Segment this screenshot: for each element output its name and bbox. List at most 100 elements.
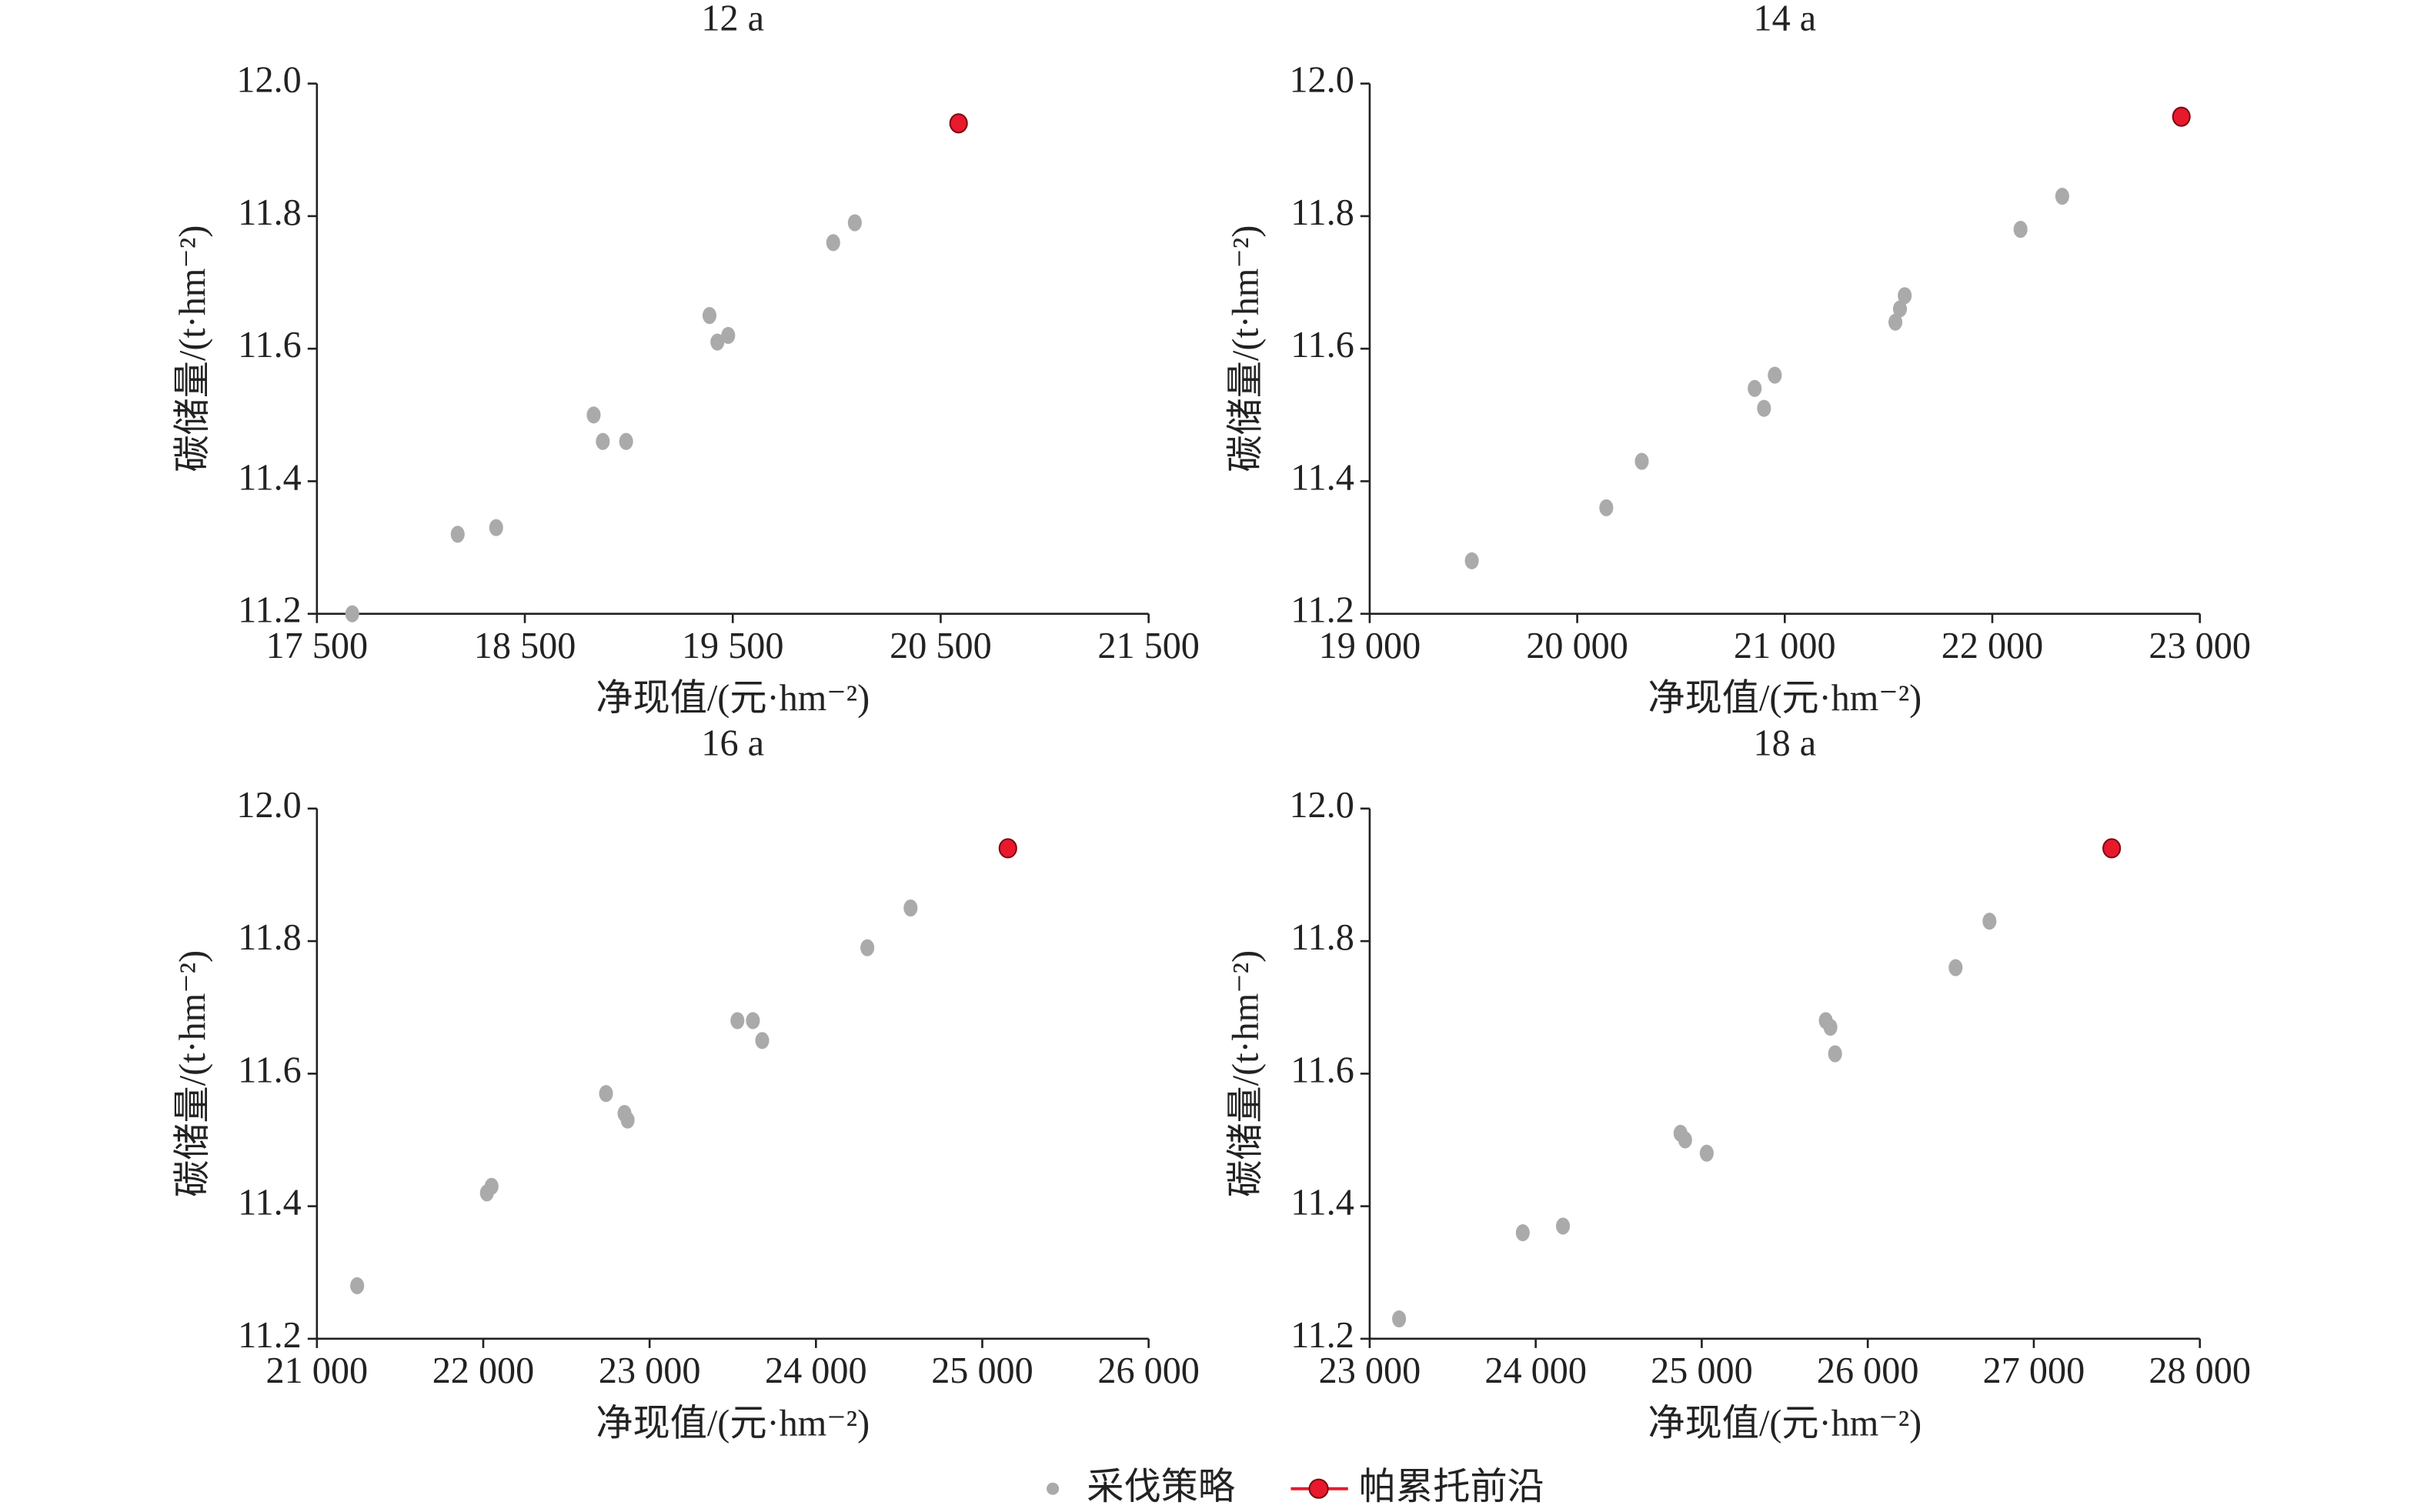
strategy-point [860, 939, 875, 956]
strategy-point [1678, 1131, 1692, 1149]
x-tick-label: 23 000 [1319, 1350, 1421, 1391]
x-axis-label: 净现值/(元·hm⁻²) [1648, 678, 1922, 719]
x-tick-label: 27 000 [1983, 1350, 2085, 1391]
strategy-point [1599, 499, 1614, 516]
strategy-point [1757, 399, 1771, 417]
x-tick-label: 25 000 [1651, 1350, 1753, 1391]
strategy-point [1556, 1217, 1571, 1235]
strategy-point [1748, 379, 1762, 397]
strategy-point [1768, 366, 1782, 384]
x-tick-label: 24 000 [1484, 1350, 1587, 1391]
strategy-point [1892, 300, 1908, 318]
strategy-point [847, 214, 862, 232]
y-tick-label: 11.4 [1290, 457, 1354, 498]
x-tick-label: 20 500 [890, 626, 992, 666]
strategy-point [1898, 287, 1912, 305]
x-axis-label: 净现值/(元·hm⁻²) [1648, 1403, 1922, 1444]
x-axis-label: 净现值/(元·hm⁻²) [596, 678, 870, 719]
x-tick-label: 17 500 [266, 626, 369, 666]
legend-label: 采伐策略 [1087, 1467, 1235, 1507]
strategy-point [620, 1111, 635, 1129]
strategy-point [586, 406, 601, 424]
legend-marker [1047, 1482, 1060, 1495]
y-tick-label: 11.4 [238, 1183, 302, 1223]
x-tick-label: 26 000 [1097, 1350, 1200, 1391]
strategy-point [1982, 913, 1997, 930]
x-tick-label: 21 000 [1734, 626, 1836, 666]
y-tick-label: 11.2 [1290, 1315, 1354, 1356]
pareto-point [2172, 106, 2191, 127]
strategy-point [903, 899, 918, 917]
x-tick-label: 21 000 [266, 1350, 369, 1391]
strategy-point [710, 333, 725, 351]
y-tick-label: 11.8 [1290, 917, 1354, 958]
strategy-point [1392, 1310, 1407, 1328]
y-axis-label: 碳储量/(t·hm⁻²) [1225, 950, 1266, 1197]
y-tick-label: 11.6 [238, 325, 302, 365]
y-tick-label: 12.0 [236, 785, 301, 826]
strategy-point [1515, 1224, 1530, 1242]
strategy-point [826, 234, 840, 252]
strategy-point [484, 1177, 499, 1195]
pareto-point [2102, 838, 2122, 859]
y-tick-label: 11.6 [1290, 1050, 1354, 1090]
chart-title: 18 a [1753, 723, 1816, 764]
x-tick-label: 22 000 [432, 1350, 535, 1391]
chart-title: 14 a [1753, 0, 1816, 38]
x-tick-label: 19 500 [682, 626, 784, 666]
strategy-point [702, 307, 717, 325]
strategy-point [450, 526, 465, 543]
y-tick-label: 11.4 [238, 457, 302, 498]
y-axis-label: 碳储量/(t·hm⁻²) [1225, 225, 1266, 472]
strategy-point [1699, 1144, 1714, 1162]
x-tick-label: 21 500 [1097, 626, 1200, 666]
y-tick-label: 12.0 [1289, 60, 1354, 101]
legend-label: 帕累托前沿 [1359, 1467, 1544, 1507]
chart-title: 12 a [701, 0, 764, 38]
x-tick-label: 23 000 [599, 1350, 701, 1391]
x-tick-label: 26 000 [1817, 1350, 1919, 1391]
strategy-point [345, 605, 359, 622]
strategy-point [350, 1277, 365, 1295]
strategy-point [489, 519, 503, 536]
strategy-point [1823, 1018, 1838, 1036]
y-tick-label: 11.2 [238, 590, 302, 631]
strategy-point [599, 1085, 613, 1103]
x-tick-label: 24 000 [765, 1350, 867, 1391]
strategy-point [721, 326, 736, 344]
y-axis-label: 碳储量/(t·hm⁻²) [172, 225, 213, 472]
strategy-point [1948, 959, 1963, 976]
chart-title: 16 a [701, 723, 764, 764]
y-tick-label: 11.2 [1290, 590, 1354, 631]
strategy-point [746, 1012, 760, 1030]
strategy-point [1464, 552, 1479, 569]
x-axis-label: 净现值/(元·hm⁻²) [596, 1403, 870, 1444]
y-tick-label: 11.8 [1290, 192, 1354, 233]
x-tick-label: 22 000 [1942, 626, 2044, 666]
strategy-point [1634, 452, 1649, 470]
y-tick-label: 11.8 [238, 917, 302, 958]
strategy-point [596, 432, 610, 450]
x-tick-label: 20 000 [1526, 626, 1628, 666]
strategy-point [619, 432, 633, 450]
legend-marker [1308, 1478, 1329, 1499]
strategy-point [755, 1032, 770, 1050]
y-tick-label: 11.6 [1290, 325, 1354, 365]
y-tick-label: 11.2 [238, 1315, 302, 1356]
pareto-point [949, 113, 968, 134]
y-tick-label: 12.0 [1289, 785, 1354, 826]
y-tick-label: 11.6 [238, 1050, 302, 1090]
x-tick-label: 18 500 [474, 626, 576, 666]
strategy-point [1828, 1045, 1842, 1063]
y-tick-label: 11.4 [1290, 1183, 1354, 1223]
y-axis-label: 碳储量/(t·hm⁻²) [172, 950, 213, 1197]
y-tick-label: 11.8 [238, 192, 302, 233]
strategy-point [730, 1012, 745, 1030]
x-tick-label: 28 000 [2149, 1350, 2251, 1391]
pareto-point [998, 838, 1017, 859]
x-tick-label: 19 000 [1319, 626, 1421, 666]
x-tick-label: 23 000 [2149, 626, 2251, 666]
strategy-point [1888, 313, 1903, 331]
